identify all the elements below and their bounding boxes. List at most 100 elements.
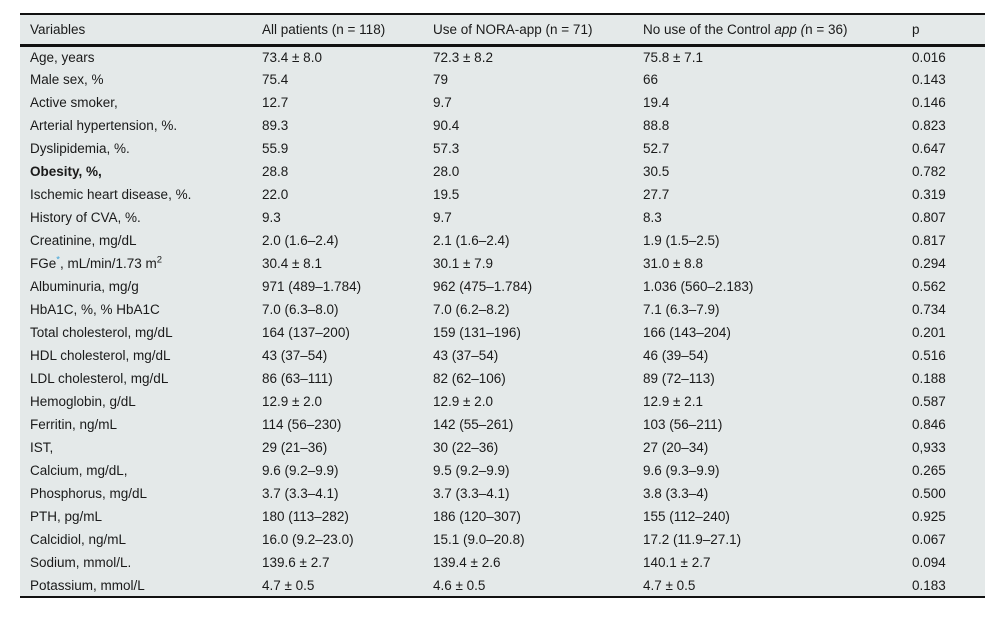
p-value-cell: 0.265 xyxy=(912,463,946,478)
table-row: Sodium, mmol/L. 139.6 ± 2.7 139.4 ± 2.6 140… xyxy=(20,551,985,574)
variable-label: Calcidiol, ng/mL xyxy=(30,532,127,547)
text-fragment: FGe xyxy=(30,256,57,271)
value-cell: 7.0 (6.3–8.0) xyxy=(262,302,339,317)
p-value-cell: 0.587 xyxy=(912,394,946,409)
value-cell: 139.4 ± 2.6 xyxy=(433,555,501,570)
value-cell: 1.9 (1.5–2.5) xyxy=(643,233,720,248)
value-cell: 103 (56–211) xyxy=(643,417,723,432)
table-row: History of CVA, %. 9.3 9.7 8.3 0.807 xyxy=(20,206,985,229)
p-value-cell: 0.188 xyxy=(912,371,946,386)
value-cell: 12.9 ± 2.1 xyxy=(643,394,703,409)
variable-label: PTH, pg/mL xyxy=(30,509,103,524)
value-cell: 155 (112–240) xyxy=(643,509,730,524)
table-row: Hemoglobin, g/dL 12.9 ± 2.0 12.9 ± 2.0 12.9… xyxy=(20,390,985,413)
value-cell: 9.5 (9.2–9.9) xyxy=(433,463,510,478)
value-cell: 43 (37–54) xyxy=(262,348,328,363)
p-value-cell: 0.782 xyxy=(912,164,946,179)
table-header-row: Variables All patients (n = 118) Use of NO… xyxy=(20,14,985,47)
column-header-0: Variables xyxy=(20,14,262,47)
value-cell: 12.9 ± 2.0 xyxy=(262,394,322,409)
column-header-4: p xyxy=(912,14,985,47)
p-value-cell: 0.143 xyxy=(912,72,946,87)
table-row: FGe*, mL/min/1.73 m2 30.4 ± 8.1 30.1 ± 7.9… xyxy=(20,252,985,275)
value-cell: 57.3 xyxy=(433,141,460,156)
text-fragment: app ( xyxy=(774,21,806,37)
value-cell: 22.0 xyxy=(262,187,289,202)
value-cell: 86 (63–111) xyxy=(262,371,333,386)
value-cell: 4.6 ± 0.5 xyxy=(433,577,486,593)
p-value-cell: 0.823 xyxy=(912,118,946,133)
value-cell: 9.6 (9.2–9.9) xyxy=(262,463,339,478)
value-cell: 164 (137–200) xyxy=(262,325,350,340)
table-row: Active smoker, 12.7 9.7 19.4 0.146 xyxy=(20,91,985,114)
value-cell: 3.7 (3.3–4.1) xyxy=(262,486,339,501)
value-cell: 28.0 xyxy=(433,164,460,179)
text-fragment: No use of the Control xyxy=(643,21,775,37)
value-cell: 43 (37–54) xyxy=(433,348,499,363)
p-value-cell: 0.925 xyxy=(912,509,946,524)
table-row: Calcidiol, ng/mL 16.0 (9.2–23.0) 15.1 (9.0… xyxy=(20,528,985,551)
table-row: Total cholesterol, mg/dL 164 (137–200) 159… xyxy=(20,321,985,344)
variable-label: Ferritin, ng/mL xyxy=(30,417,118,432)
column-header-1: All patients (n = 118) xyxy=(262,14,433,47)
p-value-cell: 0.094 xyxy=(912,555,946,570)
variable-label: IST, xyxy=(30,440,54,455)
p-value-cell: 0.734 xyxy=(912,302,946,317)
table-row: LDL cholesterol, mg/dL 86 (63–111) 82 (62–… xyxy=(20,367,985,390)
value-cell: 139.6 ± 2.7 xyxy=(262,555,330,570)
p-value-cell: 0.516 xyxy=(912,348,946,363)
variable-label: Arterial hypertension, %. xyxy=(30,118,178,133)
variable-label: Hemoglobin, g/dL xyxy=(30,394,136,409)
value-cell: 17.2 (11.9–27.1) xyxy=(643,532,742,547)
value-cell: 19.5 xyxy=(433,187,460,202)
value-cell: 4.7 ± 0.5 xyxy=(262,577,315,593)
p-value-cell: 0.817 xyxy=(912,233,946,248)
table-row: Age, years 73.4 ± 8.0 72.3 ± 8.2 75.8 ± 7.1… xyxy=(20,45,985,68)
value-cell: 9.7 xyxy=(433,210,452,225)
table-row: Arterial hypertension, %. 89.3 90.4 88.8 0.8… xyxy=(20,114,985,137)
value-cell: 88.8 xyxy=(643,118,670,133)
value-cell: 46 (39–54) xyxy=(643,348,709,363)
p-value-cell: 0.016 xyxy=(912,49,946,65)
p-value-cell: 0.294 xyxy=(912,256,946,271)
table-row: Potassium, mmol/L 4.7 ± 0.5 4.6 ± 0.5 4.7 ±… xyxy=(20,574,985,597)
value-cell: 29 (21–36) xyxy=(262,440,328,455)
value-cell: 75.4 xyxy=(262,72,289,87)
variable-label: Obesity, %, xyxy=(30,164,102,179)
value-cell: 4.7 ± 0.5 xyxy=(643,577,696,593)
value-cell: 186 (120–307) xyxy=(433,509,521,524)
variable-label: FGe*, mL/min/1.73 m2 xyxy=(20,252,262,275)
text-fragment: n = 36) xyxy=(805,21,848,37)
value-cell: 19.4 xyxy=(643,95,670,110)
variable-label: Total cholesterol, mg/dL xyxy=(30,325,173,340)
value-cell: 89.3 xyxy=(262,118,289,133)
value-cell: 30.4 ± 8.1 xyxy=(262,256,322,271)
p-value-cell: 0.647 xyxy=(912,141,946,156)
value-cell: 12.7 xyxy=(262,95,289,110)
table-row: HbA1C, %, % HbA1C 7.0 (6.3–8.0) 7.0 (6.2–8… xyxy=(20,298,985,321)
value-cell: 89 (72–113) xyxy=(643,371,715,386)
value-cell: 9.7 xyxy=(433,95,452,110)
value-cell: 3.7 (3.3–4.1) xyxy=(433,486,510,501)
footnote-asterisk: * xyxy=(56,254,60,266)
value-cell: 2.1 (1.6–2.4) xyxy=(433,233,510,248)
value-cell: 79 xyxy=(433,72,449,87)
value-cell: 52.7 xyxy=(643,141,670,156)
value-cell: 159 (131–196) xyxy=(433,325,521,340)
value-cell: 27 (20–34) xyxy=(643,440,709,455)
table-row: Phosphorus, mg/dL 3.7 (3.3–4.1) 3.7 (3.3–4… xyxy=(20,482,985,505)
text-fragment: , mL/min/1.73 m xyxy=(59,256,157,271)
p-value-cell: 0.562 xyxy=(912,279,946,294)
variable-label: Dyslipidemia, %. xyxy=(30,141,130,156)
variable-label: Calcium, mg/dL, xyxy=(30,463,128,478)
value-cell: 9.3 xyxy=(262,210,281,225)
value-cell: 82 (62–106) xyxy=(433,371,506,386)
value-cell: 142 (55–261) xyxy=(433,417,514,432)
value-cell: 66 xyxy=(643,72,659,87)
value-cell: 3.8 (3.3–4) xyxy=(643,486,709,501)
value-cell: 971 (489–1.784) xyxy=(262,279,362,294)
value-cell: 180 (113–282) xyxy=(262,509,349,524)
table-row: Obesity, %, 28.8 28.0 30.5 0.782 xyxy=(20,160,985,183)
value-cell: 90.4 xyxy=(433,118,460,133)
